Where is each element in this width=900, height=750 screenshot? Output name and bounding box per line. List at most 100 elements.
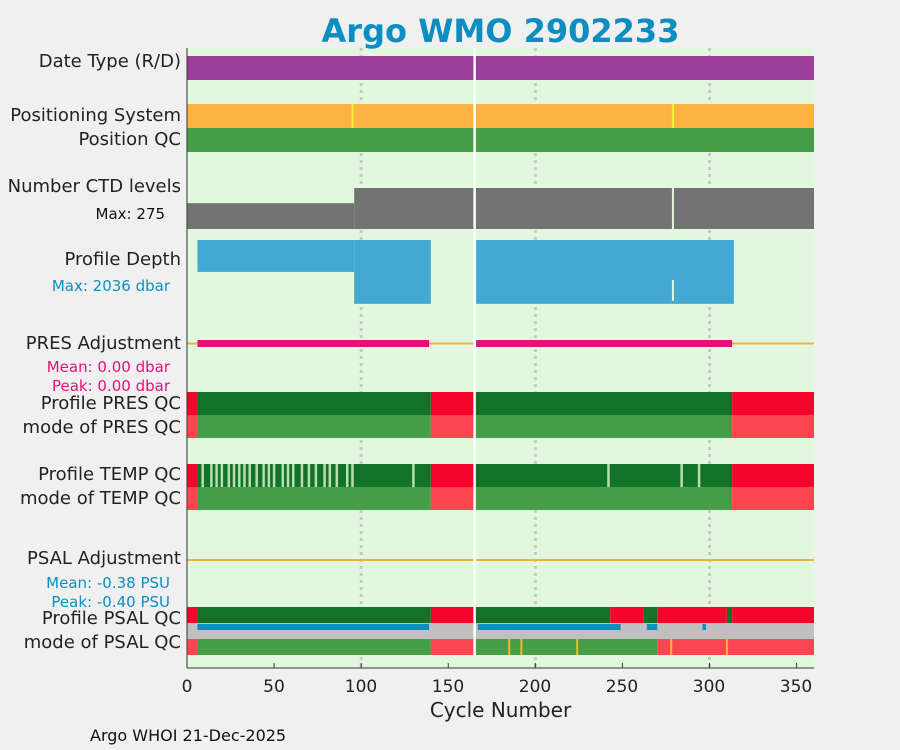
position-qc-bar bbox=[187, 128, 814, 152]
profile-pres-qc-bar bbox=[474, 392, 733, 415]
x-tick-label: 0 bbox=[181, 677, 193, 697]
temp-qc-mark bbox=[680, 464, 683, 487]
temp-qc-mark bbox=[291, 464, 295, 487]
mode-temp-qc-bar bbox=[732, 487, 814, 510]
psal-adjustment-mark bbox=[197, 624, 430, 630]
x-axis bbox=[186, 48, 814, 669]
ctd-max-label: Max: 275 bbox=[95, 205, 165, 223]
chart-title: Argo WMO 2902233 bbox=[321, 12, 680, 50]
profile-psal-qc-bar bbox=[726, 607, 733, 623]
temp-qc-mark bbox=[220, 464, 224, 487]
profile-pres-qc-bar bbox=[430, 392, 475, 415]
row-label-position-qc: Position QC bbox=[78, 129, 181, 150]
temp-qc-mark bbox=[412, 464, 415, 487]
pres-adjustment-bar bbox=[197, 340, 430, 347]
ctd-levels-bar bbox=[354, 188, 814, 229]
profile-psal-qc-bar bbox=[643, 607, 658, 623]
mode-psal-qc-bar bbox=[187, 639, 198, 655]
temp-qc-mark bbox=[232, 464, 236, 487]
mode-temp-qc-bar bbox=[197, 487, 431, 510]
temp-qc-mark bbox=[607, 464, 610, 487]
positioning-mark bbox=[351, 104, 354, 128]
mode-pres-qc-bar bbox=[187, 415, 198, 438]
temp-qc-mark bbox=[238, 464, 241, 487]
x-tick-label: 350 bbox=[779, 677, 813, 697]
psal-adjustment-mark bbox=[702, 624, 707, 630]
profile-temp-qc-bar bbox=[187, 464, 198, 487]
x-tick-label: 100 bbox=[344, 677, 378, 697]
ctd-levels-bar bbox=[187, 203, 355, 229]
temp-qc-mark bbox=[323, 464, 326, 487]
temp-qc-mark bbox=[272, 464, 276, 487]
depth-max-label: Max: 2036 dbar bbox=[51, 277, 170, 295]
profile-psal-qc-bar bbox=[430, 607, 475, 623]
data-rows bbox=[187, 48, 814, 655]
footer-credit: Argo WHOI 21-Dec-2025 bbox=[90, 726, 287, 745]
profile-psal-qc-bar bbox=[187, 607, 198, 623]
temp-qc-mark bbox=[243, 464, 246, 487]
pres-peak-label: Peak: 0.00 dbar bbox=[51, 377, 170, 395]
grid-lines bbox=[359, 48, 711, 668]
temp-qc-mark bbox=[267, 464, 271, 487]
profile-temp-qc-bar bbox=[430, 464, 475, 487]
temp-qc-mark bbox=[215, 464, 218, 487]
temp-qc-mark bbox=[201, 464, 204, 487]
profile-psal-qc-bar bbox=[732, 607, 814, 623]
date-type-bar bbox=[187, 56, 814, 80]
x-tick-label: 150 bbox=[431, 677, 465, 697]
row-label-pres-adjustment: PRES Adjustment bbox=[25, 333, 181, 354]
psal-mode-mark bbox=[576, 639, 579, 655]
x-tick-label: 250 bbox=[605, 677, 639, 697]
psal-mode-mark bbox=[725, 639, 728, 655]
mode-pres-qc-bar bbox=[474, 415, 733, 438]
profile-pres-qc-bar bbox=[187, 392, 198, 415]
mode-pres-qc-bar bbox=[732, 415, 814, 438]
temp-qc-mark bbox=[697, 464, 701, 487]
profile-depth-bar bbox=[476, 240, 734, 304]
psal-mode-mark bbox=[520, 639, 523, 655]
profile-psal-qc-bar bbox=[197, 607, 431, 623]
temp-qc-mark bbox=[328, 464, 332, 487]
x-tick-label: 300 bbox=[692, 677, 726, 697]
row-label-mode-pres-qc: mode of PRES QC bbox=[22, 417, 181, 438]
row-label-mode-psal-qc: mode of PSAL QC bbox=[23, 632, 181, 653]
psal-adjustment-mark bbox=[646, 624, 658, 630]
row-label-profile-pres-qc: Profile PRES QC bbox=[40, 393, 181, 414]
pres-adjustment-bar bbox=[476, 340, 733, 347]
temp-qc-mark bbox=[227, 464, 231, 487]
depth-gap bbox=[671, 280, 674, 301]
profile-psal-qc-bar bbox=[474, 607, 611, 623]
mode-pres-qc-bar bbox=[430, 415, 475, 438]
psal-mean-label: Mean: -0.38 PSU bbox=[46, 574, 170, 592]
profile-psal-qc-bar bbox=[657, 607, 727, 623]
profile-depth-bar bbox=[354, 240, 431, 304]
ctd-gap bbox=[671, 180, 674, 229]
temp-qc-mark bbox=[210, 464, 213, 487]
positioning-mark bbox=[671, 104, 674, 128]
profile-temp-qc-bar bbox=[732, 464, 814, 487]
x-axis-label: Cycle Number bbox=[429, 698, 572, 722]
profile-temp-qc-bar bbox=[474, 464, 733, 487]
temp-qc-mark bbox=[314, 464, 318, 487]
psal-peak-label: Peak: -0.40 PSU bbox=[51, 593, 170, 611]
temp-qc-mark bbox=[351, 464, 354, 487]
row-label-mode-temp-qc: mode of TEMP QC bbox=[19, 488, 181, 509]
mode-psal-qc-bar bbox=[474, 639, 658, 655]
mode-temp-qc-bar bbox=[474, 487, 733, 510]
psal-mode-mark bbox=[508, 639, 511, 655]
profile-psal-qc-bar bbox=[610, 607, 644, 623]
psal-adjustment-mark bbox=[477, 624, 621, 630]
row-label-profile-psal-qc: Profile PSAL QC bbox=[41, 608, 181, 629]
temp-qc-mark bbox=[286, 464, 290, 487]
row-label-date-type: Date Type (R/D) bbox=[38, 51, 181, 72]
profile-pres-qc-bar bbox=[732, 392, 814, 415]
temp-qc-mark bbox=[335, 464, 339, 487]
temp-qc-mark bbox=[300, 464, 304, 487]
row-label-psal-adjustment: PSAL Adjustment bbox=[26, 548, 181, 569]
positioning-system-bar bbox=[187, 104, 814, 128]
mode-temp-qc-bar bbox=[187, 487, 198, 510]
temp-qc-mark bbox=[281, 464, 285, 487]
profile-pres-qc-bar bbox=[197, 392, 431, 415]
row-label-profile-temp-qc: Profile TEMP QC bbox=[38, 464, 181, 485]
